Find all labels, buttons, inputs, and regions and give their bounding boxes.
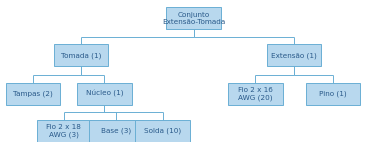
Text: Tomada (1): Tomada (1) — [61, 52, 101, 59]
Text: Núcleo (1): Núcleo (1) — [86, 90, 123, 97]
FancyBboxPatch shape — [228, 83, 283, 105]
FancyBboxPatch shape — [89, 120, 143, 142]
Text: Tampas (2): Tampas (2) — [13, 90, 53, 97]
Text: Extensão (1): Extensão (1) — [271, 52, 317, 59]
FancyBboxPatch shape — [54, 44, 108, 66]
Text: Fio 2 x 18
AWG (3): Fio 2 x 18 AWG (3) — [46, 124, 81, 137]
Text: Pino (1): Pino (1) — [319, 90, 347, 97]
Text: Solda (10): Solda (10) — [144, 127, 181, 134]
FancyBboxPatch shape — [267, 44, 321, 66]
FancyBboxPatch shape — [166, 8, 221, 30]
FancyBboxPatch shape — [37, 120, 91, 142]
FancyBboxPatch shape — [135, 120, 190, 142]
Text: Conjunto
Extensão-Tomada: Conjunto Extensão-Tomada — [162, 12, 225, 25]
FancyBboxPatch shape — [306, 83, 360, 105]
FancyBboxPatch shape — [6, 83, 60, 105]
FancyBboxPatch shape — [77, 83, 132, 105]
Text: Fio 2 x 16
AWG (20): Fio 2 x 16 AWG (20) — [238, 87, 273, 101]
Text: Base (3): Base (3) — [101, 127, 131, 134]
